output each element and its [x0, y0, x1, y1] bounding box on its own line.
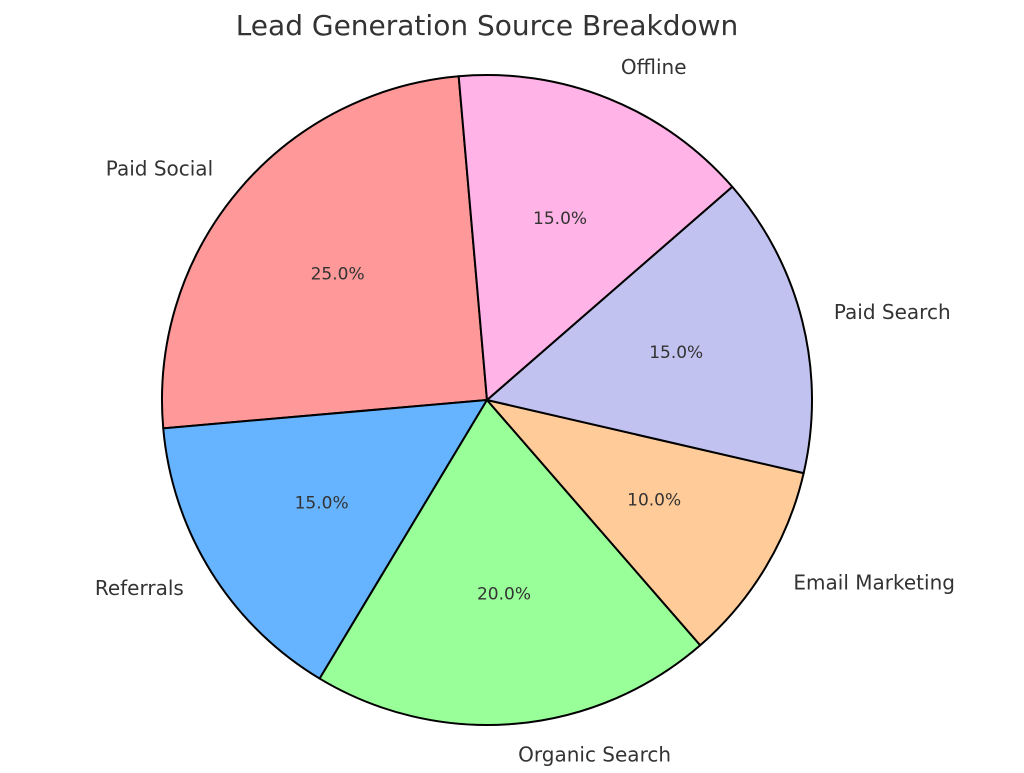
slice-label-referrals: Referrals [95, 576, 184, 600]
pct-label-email-marketing: 10.0% [627, 490, 681, 510]
slice-label-paid-search: Paid Search [834, 300, 951, 324]
pct-label-organic-search: 20.0% [477, 584, 531, 604]
pct-label-offline: 15.0% [533, 209, 587, 229]
pie-slice-paid-search [486, 185, 813, 475]
pie-slice-paid-social [161, 75, 488, 430]
pie-labels: Paid Social 25.0% Referrals 15.0% Organic Se… [95, 55, 955, 767]
pie-slice-email-marketing [486, 399, 805, 647]
slice-label-organic-search: Organic Search [518, 743, 671, 767]
pie-slice-referrals [162, 399, 488, 680]
pct-label-paid-search: 15.0% [649, 343, 703, 363]
pct-label-paid-social: 25.0% [311, 265, 365, 285]
pct-label-referrals: 15.0% [295, 493, 349, 513]
slice-label-offline: Offline [621, 55, 687, 79]
slice-label-paid-social: Paid Social [106, 157, 213, 181]
chart-title: Lead Generation Source Breakdown [236, 9, 739, 42]
slice-label-email-marketing: Email Marketing [793, 571, 955, 595]
pie-slice-offline [457, 74, 734, 401]
pie-slices [161, 74, 813, 726]
pie-slice-organic-search [318, 399, 702, 726]
